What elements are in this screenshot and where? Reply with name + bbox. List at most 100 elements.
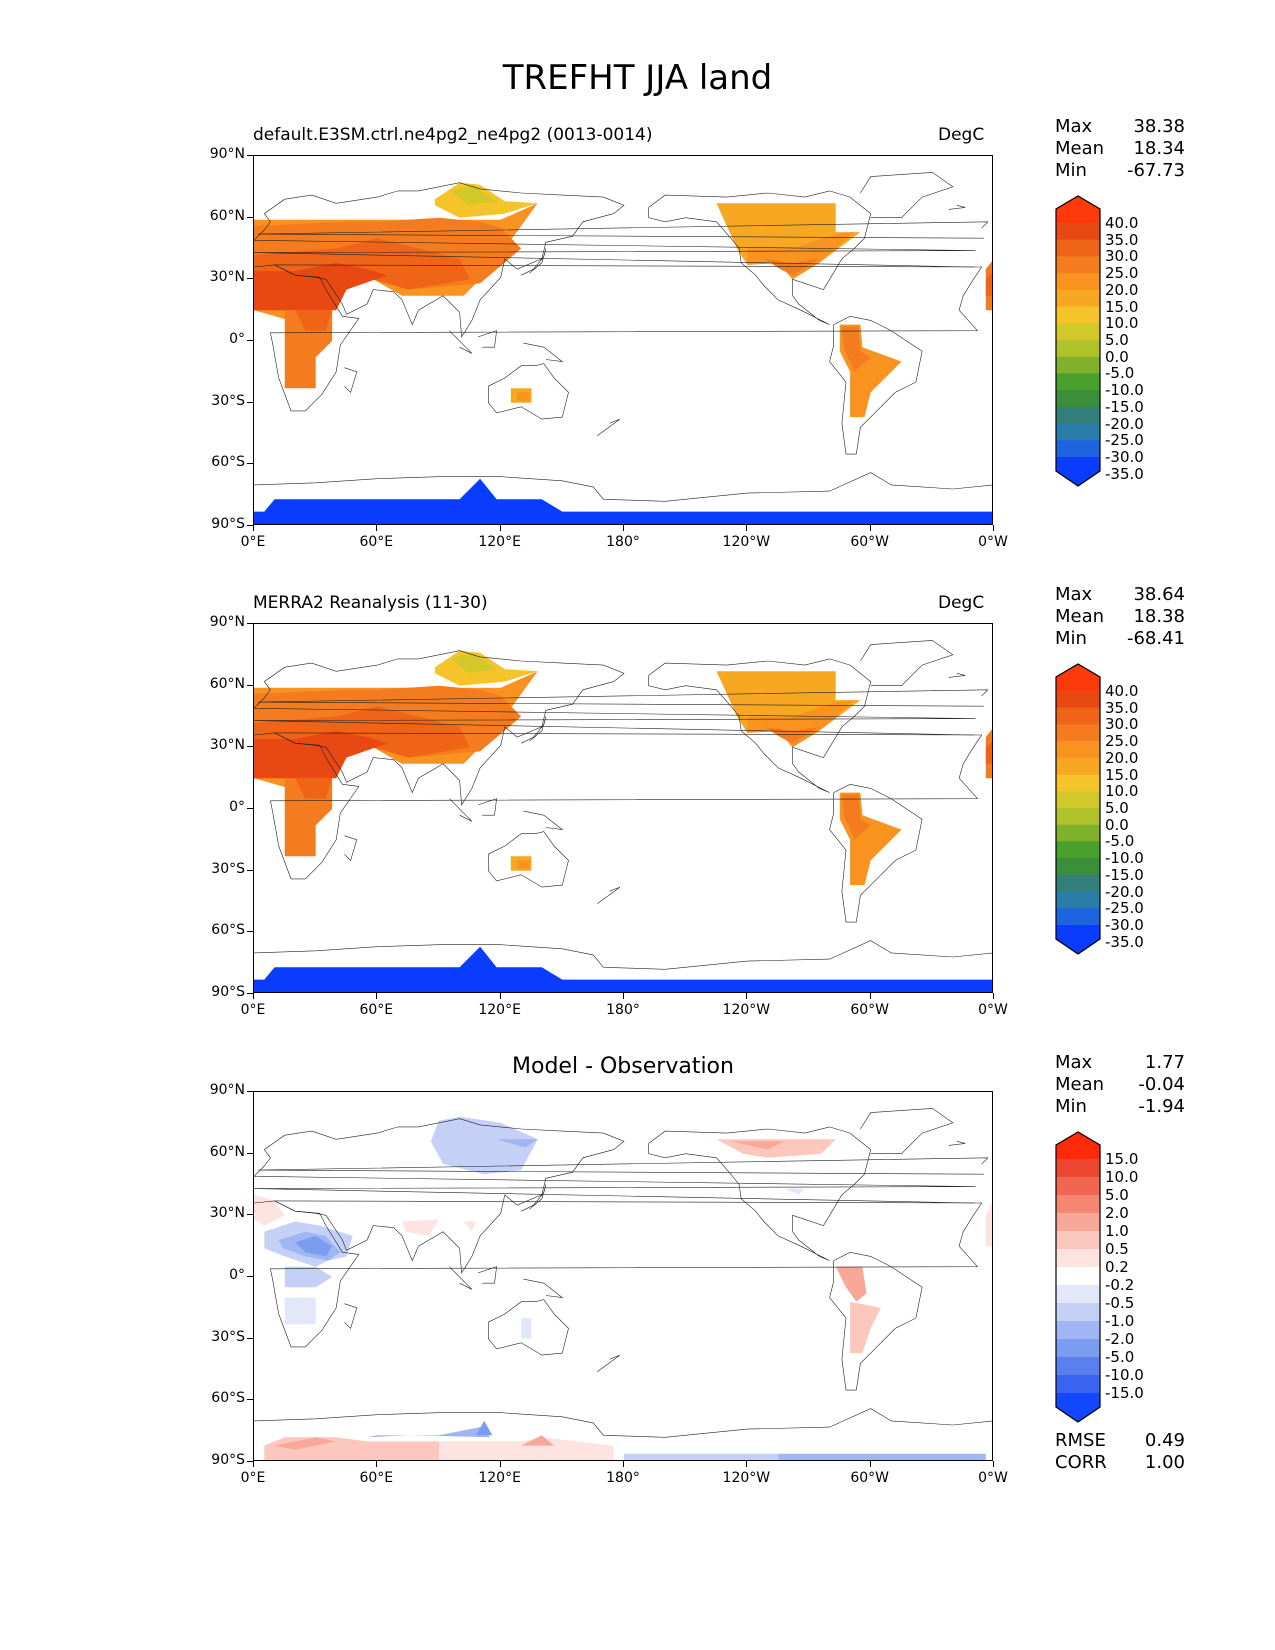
x-tick-mark xyxy=(376,993,378,999)
field-patch xyxy=(778,1453,986,1460)
field-patch xyxy=(730,1141,785,1150)
field-patch xyxy=(747,232,855,280)
colorbar-label: 25.0 xyxy=(1105,732,1139,751)
y-tick-mark xyxy=(247,623,253,624)
colorbar-segment xyxy=(1056,406,1100,425)
colorbar-segment xyxy=(1056,1177,1100,1196)
x-tick-mark xyxy=(376,1461,378,1467)
colorbar-segment xyxy=(1056,356,1100,374)
field-patch xyxy=(274,1437,337,1450)
y-tick-mark xyxy=(247,525,253,526)
colorbar-label: -5.0 xyxy=(1105,832,1135,851)
colorbar-label: 2.0 xyxy=(1105,1204,1129,1222)
stat-min: Min -1.94 xyxy=(1055,1096,1185,1117)
y-tick-mark xyxy=(247,1091,253,1092)
colorbar-segment xyxy=(1056,891,1100,909)
colorbar-segment xyxy=(1056,707,1100,725)
panel-obs-units: DegC xyxy=(938,593,985,613)
coastlines xyxy=(254,640,992,970)
colorbar-label: -30.0 xyxy=(1105,916,1144,934)
coastline xyxy=(521,1184,547,1212)
y-tick-label: 60°S xyxy=(211,922,245,939)
x-tick-mark xyxy=(869,993,871,999)
colorbar-label: -30.0 xyxy=(1105,448,1144,466)
field-obs xyxy=(254,650,992,992)
figure-title: TREFHT JJA land xyxy=(502,58,773,98)
x-tick-label: 120°W xyxy=(722,1470,771,1486)
colorbar-label: 15.0 xyxy=(1105,297,1139,316)
colorbar-segment xyxy=(1056,239,1100,257)
y-tick-mark xyxy=(247,993,253,994)
colorbar-label: 0.0 xyxy=(1105,347,1129,366)
y-tick-label: 0° xyxy=(229,331,245,347)
field-patch xyxy=(521,1318,532,1339)
colorbar-segment xyxy=(1056,1285,1100,1304)
field-patch xyxy=(402,1219,439,1236)
colorbar-svg xyxy=(1055,1131,1101,1423)
panel-obs: MERRA2 Reanalysis (11-30) DegC Max 38.64 … xyxy=(0,578,1275,1038)
colorbar-diff xyxy=(1055,1131,1101,1427)
x-tick-label: 120°E xyxy=(478,534,521,550)
field-patch xyxy=(254,946,992,992)
x-tick-label: 180° xyxy=(606,534,640,550)
panel-model-title: default.E3SM.ctrl.ne4pg2_ne4pg2 (0013-00… xyxy=(253,125,653,145)
colorbar-label: 10.0 xyxy=(1105,314,1139,333)
x-tick-mark xyxy=(253,1461,254,1467)
field-patch xyxy=(985,273,992,296)
coastline xyxy=(254,1118,976,1274)
stat-max: Max 1.77 xyxy=(1055,1052,1185,1073)
colorbar-segment xyxy=(1056,774,1100,792)
coastline xyxy=(449,1266,473,1290)
stat-max: Max 38.64 xyxy=(1055,584,1185,605)
y-tick-mark xyxy=(247,340,253,341)
map-model xyxy=(253,155,993,525)
y-tick-mark xyxy=(247,401,253,403)
panel-model-stats: Max 38.38 Mean 18.34 Min -67.73 xyxy=(1055,116,1185,182)
coastline xyxy=(948,205,966,210)
colorbar-segment xyxy=(1056,664,1100,691)
coastline xyxy=(948,673,966,678)
x-tick-mark xyxy=(499,525,501,531)
x-tick-mark xyxy=(253,525,254,531)
field-patch xyxy=(624,1453,779,1460)
coastlines xyxy=(254,172,992,502)
coastline xyxy=(488,1299,569,1356)
coastline xyxy=(521,716,547,744)
y-tick-label: 0° xyxy=(229,799,245,815)
colorbar-label: -15.0 xyxy=(1105,397,1144,416)
colorbar-svg xyxy=(1055,195,1101,487)
x-tick-mark xyxy=(993,525,994,531)
x-tick-label: 60°E xyxy=(359,1470,394,1486)
x-tick-label: 120°W xyxy=(722,1002,771,1018)
panel-model: default.E3SM.ctrl.ne4pg2_ne4pg2 (0013-00… xyxy=(0,110,1275,570)
colorbar-obs xyxy=(1055,663,1101,959)
colorbar-label: 35.0 xyxy=(1105,230,1139,249)
y-tick-mark xyxy=(247,463,253,465)
y-tick-mark xyxy=(247,1214,253,1216)
colorbar-segment xyxy=(1056,908,1100,926)
field-patch xyxy=(496,1139,538,1148)
colorbar-label: 5.0 xyxy=(1105,1186,1129,1204)
colorbar-segment xyxy=(1056,1339,1100,1358)
colorbar-segment xyxy=(1056,1159,1100,1178)
y-tick-label: 90°S xyxy=(211,1452,245,1468)
panel-diff: Model - Observation Max 1.77 Mean -0.04 Mi… xyxy=(0,1046,1275,1506)
x-tick-mark xyxy=(623,1461,624,1467)
x-tick-label: 60°E xyxy=(359,1002,394,1018)
colorbar-label: 1.0 xyxy=(1105,1222,1129,1240)
colorbar-segment xyxy=(1056,440,1100,458)
colorbar-segment xyxy=(1056,691,1100,709)
colorbar-segment xyxy=(1056,858,1100,876)
colorbar-segment xyxy=(1056,306,1100,324)
colorbar-label: -25.0 xyxy=(1105,899,1144,918)
y-tick-label: 90°N xyxy=(209,614,245,630)
coastlines xyxy=(254,1108,992,1438)
colorbar-label: 20.0 xyxy=(1105,748,1139,767)
colorbar-label: 10.0 xyxy=(1105,1168,1139,1186)
field-patch xyxy=(517,392,530,401)
colorbar-label: -10.0 xyxy=(1105,1366,1144,1384)
colorbar-label: -1.0 xyxy=(1105,1312,1135,1330)
colorbar-segment xyxy=(1056,1267,1100,1286)
y-tick-mark xyxy=(247,1276,253,1277)
colorbar-label: -0.5 xyxy=(1105,1294,1135,1312)
